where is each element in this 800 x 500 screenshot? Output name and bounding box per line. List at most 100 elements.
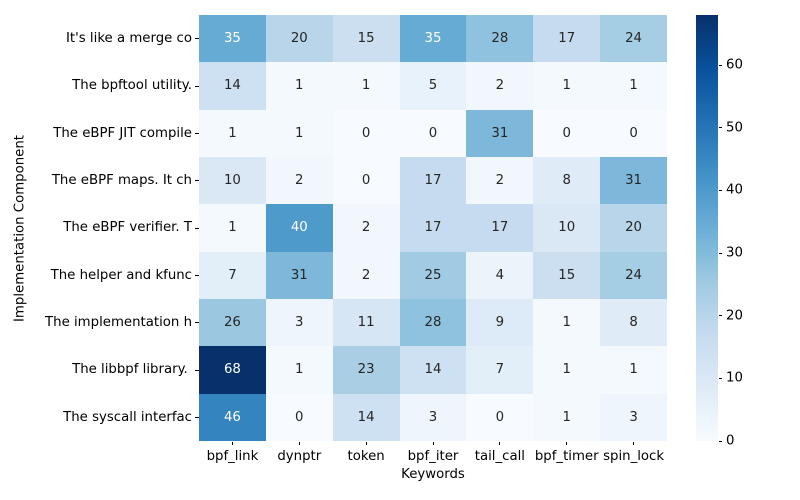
heatmap-cell: 26 xyxy=(199,298,266,347)
tick-mark xyxy=(195,38,199,40)
tick-mark xyxy=(195,227,199,229)
heatmap-cell: 4 xyxy=(466,251,534,299)
heatmap-cell: 35 xyxy=(199,15,266,63)
colorbar-tick-label: 40 xyxy=(726,182,743,198)
heatmap-cell: 7 xyxy=(199,251,266,299)
y-tick-label: The syscall interfac xyxy=(63,409,192,425)
heatmap-cell: 25 xyxy=(399,251,467,299)
x-tick-label: token xyxy=(347,449,385,464)
heatmap-cell: 2 xyxy=(332,251,400,299)
heatmap-cell: 46 xyxy=(199,393,266,441)
heatmap-cell: 1 xyxy=(533,62,601,110)
heatmap-cell: 17 xyxy=(399,156,467,205)
y-tick-label: The eBPF JIT compile xyxy=(53,125,192,141)
y-tick-label: The helper and kfunc xyxy=(50,267,192,283)
heatmap-grid: 35 20 15 35 28 17 24 14 1 1 5 2 1 1 1 1 0 0 31 0 0 10 2 0 17 2 8 31… xyxy=(199,15,667,441)
heatmap-cell: 1 xyxy=(332,62,400,110)
y-tick-label: The eBPF verifier. T xyxy=(63,220,192,236)
tick-mark xyxy=(566,441,568,445)
heatmap-cell: 3 xyxy=(265,298,333,347)
tick-mark xyxy=(718,64,722,66)
x-axis-title: Keywords xyxy=(401,467,465,482)
heatmap-cell: 31 xyxy=(265,251,333,299)
tick-mark xyxy=(195,369,199,371)
heatmap-cell: 1 xyxy=(265,62,333,110)
tick-mark xyxy=(432,441,434,445)
heatmap-cell: 17 xyxy=(399,204,467,252)
heatmap-cell: 35 xyxy=(399,15,467,63)
heatmap-cell: 23 xyxy=(332,346,400,394)
heatmap-cell: 0 xyxy=(332,156,400,205)
y-tick-label: The libbpf library. xyxy=(72,362,192,378)
colorbar-tick-label: 60 xyxy=(726,57,743,73)
heatmap-cell: 2 xyxy=(466,62,534,110)
heatmap-cell: 5 xyxy=(399,62,467,110)
heatmap-cell: 3 xyxy=(600,393,667,441)
heatmap-cell: 31 xyxy=(600,156,667,205)
heatmap-cell: 0 xyxy=(332,109,400,157)
heatmap-cell: 10 xyxy=(199,156,266,205)
heatmap-cell: 24 xyxy=(600,15,667,63)
tick-mark xyxy=(195,322,199,324)
heatmap-cell: 28 xyxy=(466,15,534,63)
y-tick-label: The implementation h xyxy=(45,315,192,331)
tick-mark xyxy=(195,132,199,134)
heatmap-cell: 14 xyxy=(399,346,467,394)
heatmap-cell: 17 xyxy=(466,204,534,252)
heatmap-cell: 1 xyxy=(199,204,266,252)
tick-mark xyxy=(718,315,722,317)
heatmap-cell: 9 xyxy=(466,298,534,347)
heatmap-cell: 0 xyxy=(466,393,534,441)
tick-mark xyxy=(195,180,199,182)
tick-mark xyxy=(195,85,199,87)
heatmap-cell: 20 xyxy=(265,15,333,63)
heatmap-cell: 2 xyxy=(332,204,400,252)
y-tick-label: The eBPF maps. It ch xyxy=(51,173,192,189)
heatmap-cell: 8 xyxy=(600,298,667,347)
y-tick-label: It's like a merge co xyxy=(65,31,192,47)
heatmap-cell: 40 xyxy=(265,204,333,252)
heatmap-cell: 20 xyxy=(600,204,667,252)
heatmap-cell: 15 xyxy=(533,251,601,299)
heatmap-cell: 1 xyxy=(265,109,333,157)
tick-mark xyxy=(633,441,635,445)
heatmap-cell: 1 xyxy=(533,298,601,347)
tick-mark xyxy=(718,189,722,191)
heatmap-cell: 0 xyxy=(265,393,333,441)
heatmap-cell: 0 xyxy=(399,109,467,157)
x-tick-labels: bpf_link dynptr token bpf_iter tail_call bpf_… xyxy=(199,449,667,464)
tick-mark xyxy=(365,441,367,445)
heatmap-cell: 7 xyxy=(466,346,534,394)
tick-mark xyxy=(718,377,722,379)
tick-mark xyxy=(718,127,722,129)
tick-mark xyxy=(195,274,199,276)
colorbar-tick-label: 50 xyxy=(726,120,743,136)
heatmap-cell: 1 xyxy=(600,346,667,394)
heatmap-cell: 1 xyxy=(600,62,667,110)
colorbar-tick-label: 10 xyxy=(726,370,743,386)
x-tick-label: bpf_timer xyxy=(534,449,599,464)
tick-mark xyxy=(298,441,300,445)
colorbar-tick-label: 30 xyxy=(726,245,743,261)
tick-mark xyxy=(195,416,199,418)
heatmap-cell: 1 xyxy=(533,393,601,441)
colorbar-tick-label: 20 xyxy=(726,308,743,324)
heatmap-cell: 24 xyxy=(600,251,667,299)
tick-mark xyxy=(499,441,501,445)
heatmap-cell: 31 xyxy=(466,109,534,157)
heatmap-cell: 2 xyxy=(265,156,333,205)
heatmap-cell: 28 xyxy=(399,298,467,347)
colorbar xyxy=(696,15,718,441)
y-tick-labels: It's like a merge co The bpftool utility.… xyxy=(0,15,192,441)
heatmap-cell: 15 xyxy=(332,15,400,63)
heatmap-cell: 14 xyxy=(332,393,400,441)
heatmap-cell: 1 xyxy=(265,346,333,394)
y-tick-label: The bpftool utility. xyxy=(72,78,192,94)
x-tick-label: tail_call xyxy=(474,449,525,464)
heatmap-cell: 8 xyxy=(533,156,601,205)
tick-mark xyxy=(231,441,233,445)
heatmap-cell: 0 xyxy=(600,109,667,157)
heatmap-cell: 14 xyxy=(199,62,266,110)
heatmap-cell: 11 xyxy=(332,298,400,347)
